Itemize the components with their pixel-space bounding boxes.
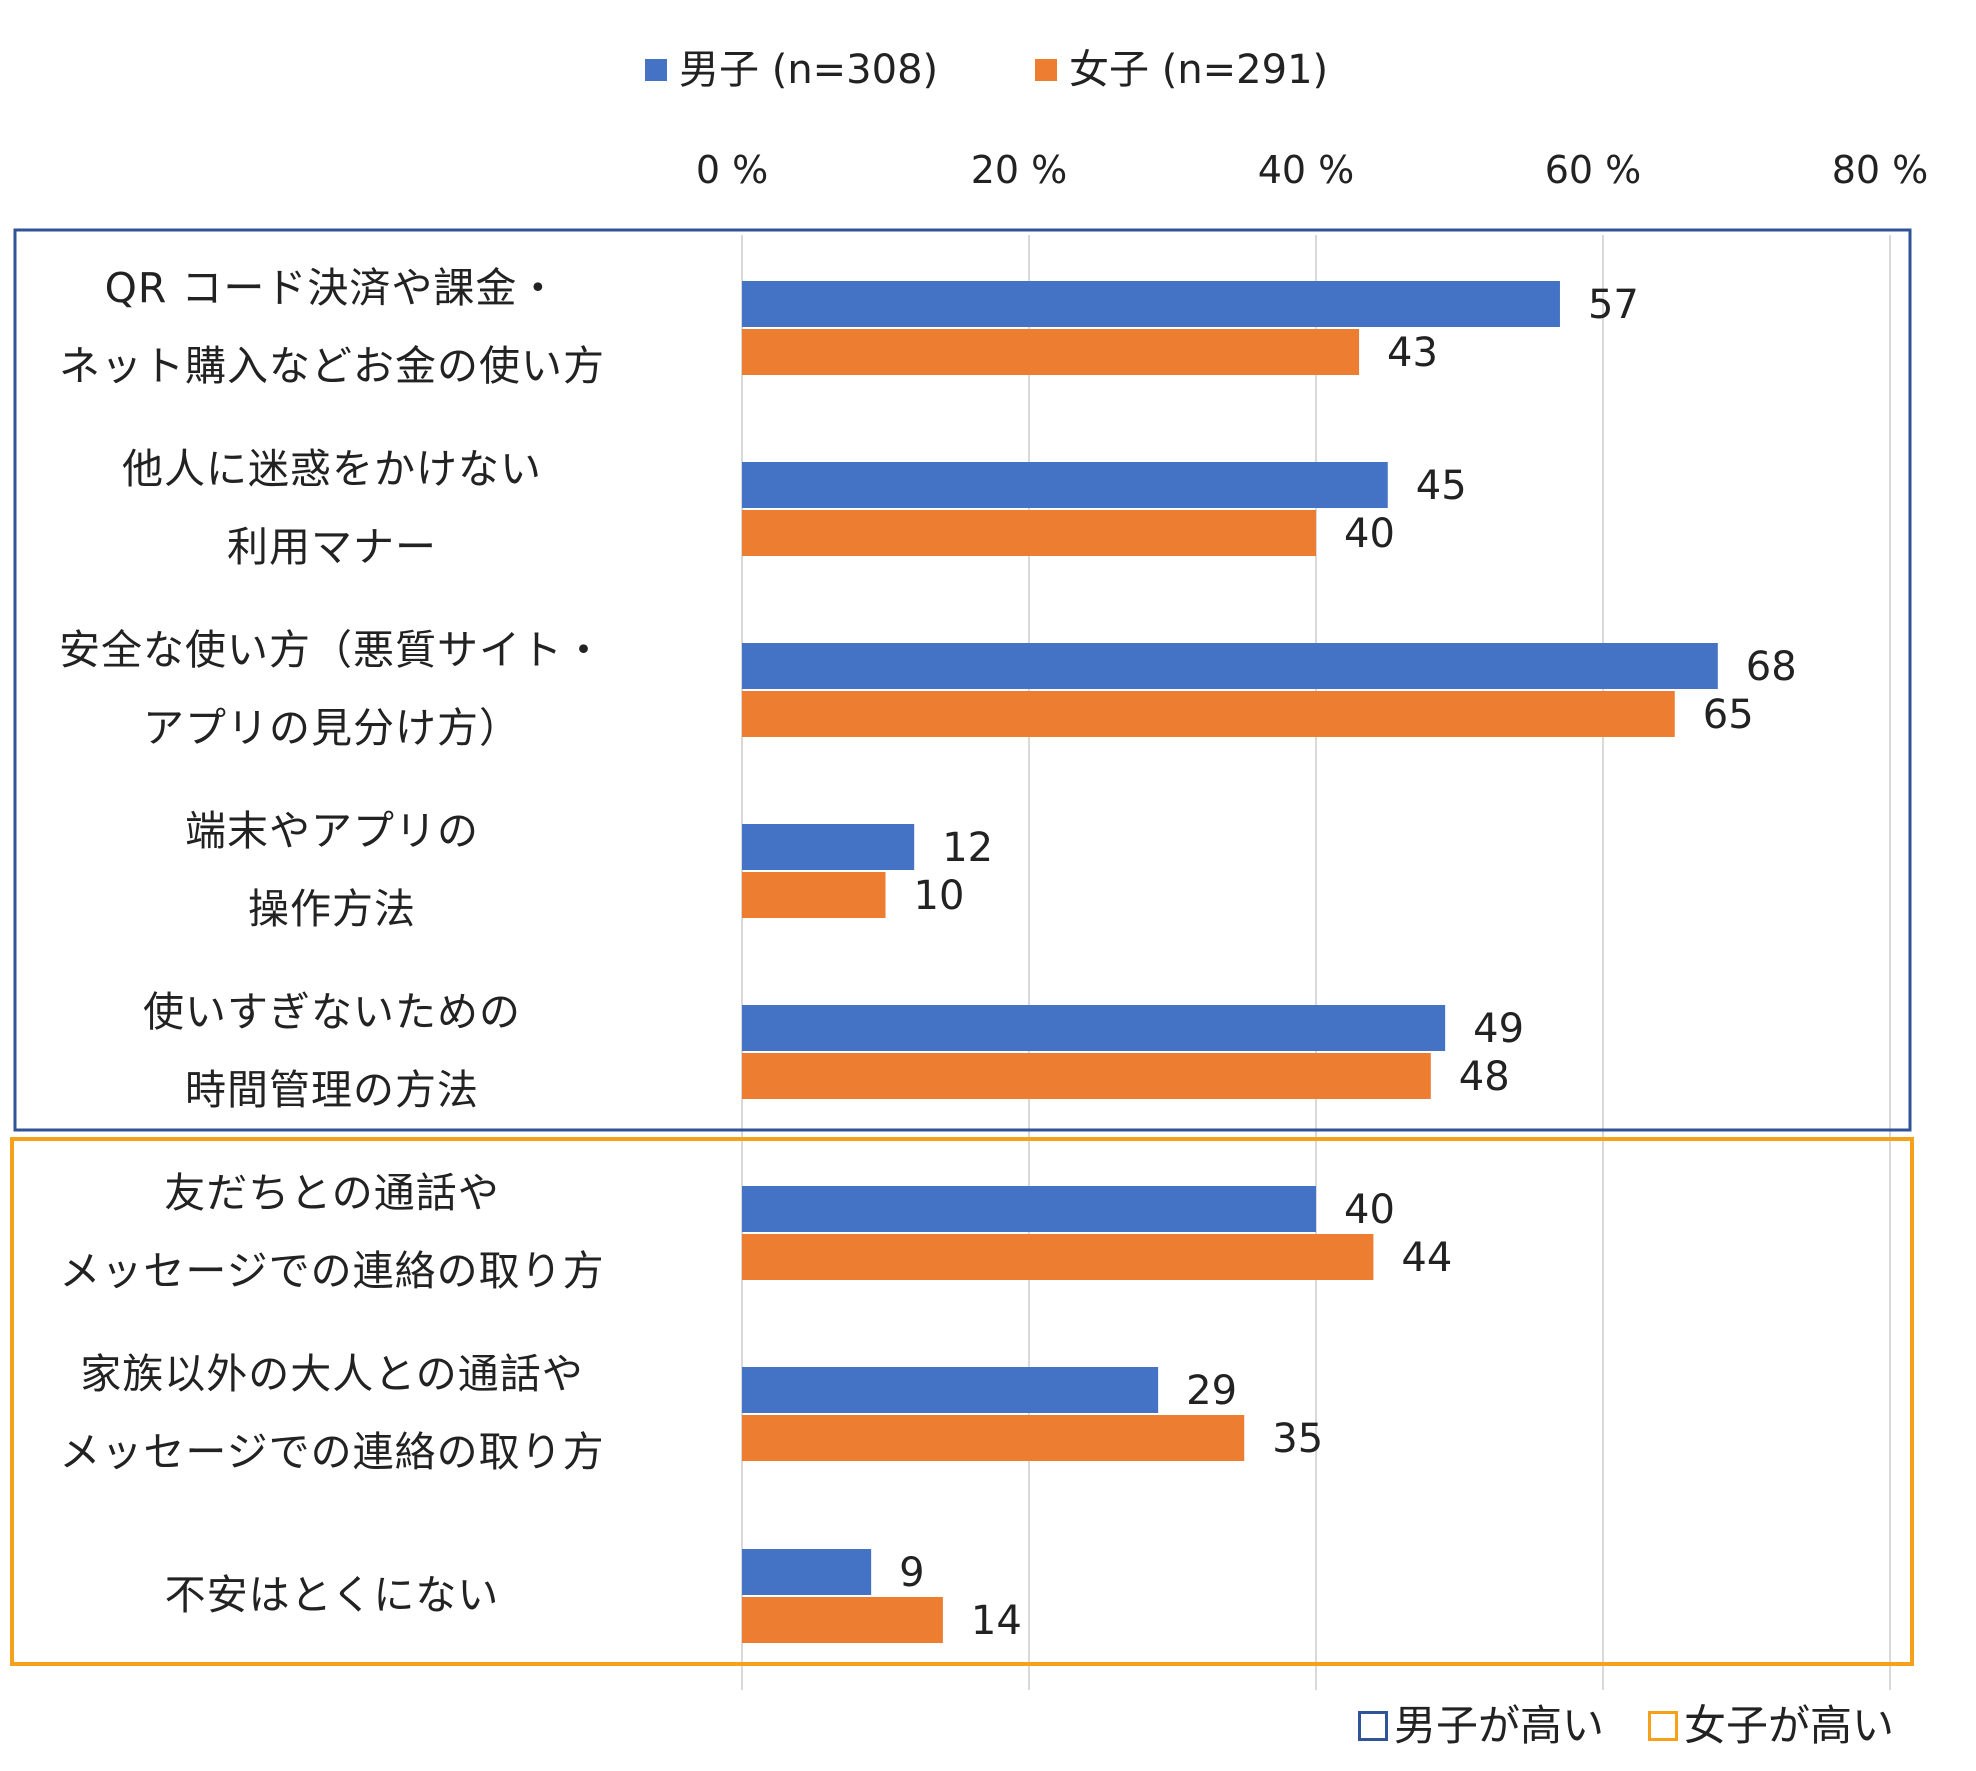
x-tick-label: 60 %	[1545, 148, 1642, 192]
bar	[742, 329, 1360, 375]
category-label: QR コード決済や課金・ ネット購入などお金の使い方	[12, 249, 652, 405]
data-label: 9	[899, 1550, 924, 1596]
x-tick-label: 0 %	[696, 148, 768, 192]
note-box-male	[1358, 1711, 1388, 1741]
data-label: 12	[942, 825, 993, 871]
category-label-line: メッセージでの連絡の取り方	[59, 1428, 605, 1476]
bar	[742, 1549, 872, 1595]
bar	[742, 1186, 1316, 1232]
category-label-line: 操作方法	[248, 885, 416, 933]
x-tick-label: 40 %	[1258, 148, 1355, 192]
category-label-line: 他人に迷惑をかけない	[122, 445, 542, 493]
data-label: 57	[1588, 282, 1639, 328]
note-male-higher: 男子が高い	[1358, 1700, 1604, 1752]
category-label-line: 利用マナー	[227, 523, 437, 571]
legend: 男子 (n=308) 女子 (n=291)	[0, 44, 1976, 96]
bar	[742, 1005, 1446, 1051]
data-label: 65	[1703, 692, 1754, 738]
data-label: 35	[1272, 1416, 1323, 1462]
bar	[742, 510, 1316, 556]
note-box-female	[1648, 1711, 1678, 1741]
data-label: 14	[971, 1598, 1022, 1644]
category-label-line: 使いすぎないための	[143, 988, 521, 1036]
category-label: 友だちとの通話やメッセージでの連絡の取り方	[12, 1154, 652, 1310]
category-label-line: 端末やアプリの	[185, 807, 479, 855]
category-label-line: アプリの見分け方）	[143, 704, 521, 752]
note-female-higher: 女子が高い	[1648, 1700, 1894, 1752]
bar	[742, 1415, 1245, 1461]
bar	[742, 643, 1718, 689]
data-label: 40	[1344, 1187, 1395, 1233]
category-label-line: 時間管理の方法	[185, 1066, 479, 1114]
note-label-male: 男子が高い	[1394, 1701, 1605, 1750]
data-label: 68	[1746, 644, 1797, 690]
category-label-line: 安全な使い方（悪質サイト・	[59, 626, 605, 674]
data-label: 49	[1473, 1006, 1524, 1052]
category-label: 端末やアプリの 操作方法	[12, 792, 652, 948]
category-label-line: 不安はとくにない	[164, 1571, 500, 1619]
legend-swatch-female	[1035, 59, 1057, 81]
bar	[742, 462, 1388, 508]
legend-label-male: 男子 (n=308)	[679, 47, 939, 93]
bar	[742, 824, 915, 870]
bar	[742, 872, 886, 918]
category-label-line: メッセージでの連絡の取り方	[59, 1247, 605, 1295]
x-tick-label: 80 %	[1832, 148, 1929, 192]
bar	[742, 1597, 943, 1643]
category-label-line: 友だちとの通話や	[164, 1169, 500, 1217]
data-label: 40	[1344, 511, 1395, 557]
bar	[742, 1367, 1159, 1413]
legend-swatch-male	[645, 59, 667, 81]
legend-label-female: 女子 (n=291)	[1069, 47, 1329, 93]
data-label: 45	[1416, 463, 1467, 509]
category-label-line: QR コード決済や課金・	[104, 264, 560, 312]
note-label-female: 女子が高い	[1684, 1701, 1895, 1750]
data-label: 10	[914, 873, 965, 919]
category-label: 安全な使い方（悪質サイト・ アプリの見分け方）	[12, 611, 652, 767]
bar	[742, 691, 1675, 737]
group-frame-male-higher	[13, 228, 1912, 1132]
data-label: 29	[1186, 1368, 1237, 1414]
category-label-line: ネット購入などお金の使い方	[59, 342, 605, 390]
bar	[742, 1234, 1374, 1280]
category-label: 家族以外の大人との通話や メッセージでの連絡の取り方	[12, 1335, 652, 1491]
bar	[742, 281, 1560, 327]
data-label: 43	[1387, 330, 1438, 376]
data-label: 44	[1401, 1235, 1452, 1281]
legend-item-male: 男子 (n=308)	[645, 44, 938, 96]
x-tick-label: 20 %	[971, 148, 1068, 192]
legend-item-female: 女子 (n=291)	[1035, 44, 1328, 96]
category-label: 他人に迷惑をかけない 利用マナー	[12, 430, 652, 586]
category-label: 不安はとくにない	[12, 1556, 652, 1634]
bar	[742, 1053, 1431, 1099]
group-frame-female-higher	[10, 1137, 1914, 1666]
category-label-line: 家族以外の大人との通話や	[80, 1350, 584, 1398]
category-label: 使いすぎないための 時間管理の方法	[12, 973, 652, 1129]
data-label: 48	[1459, 1054, 1510, 1100]
